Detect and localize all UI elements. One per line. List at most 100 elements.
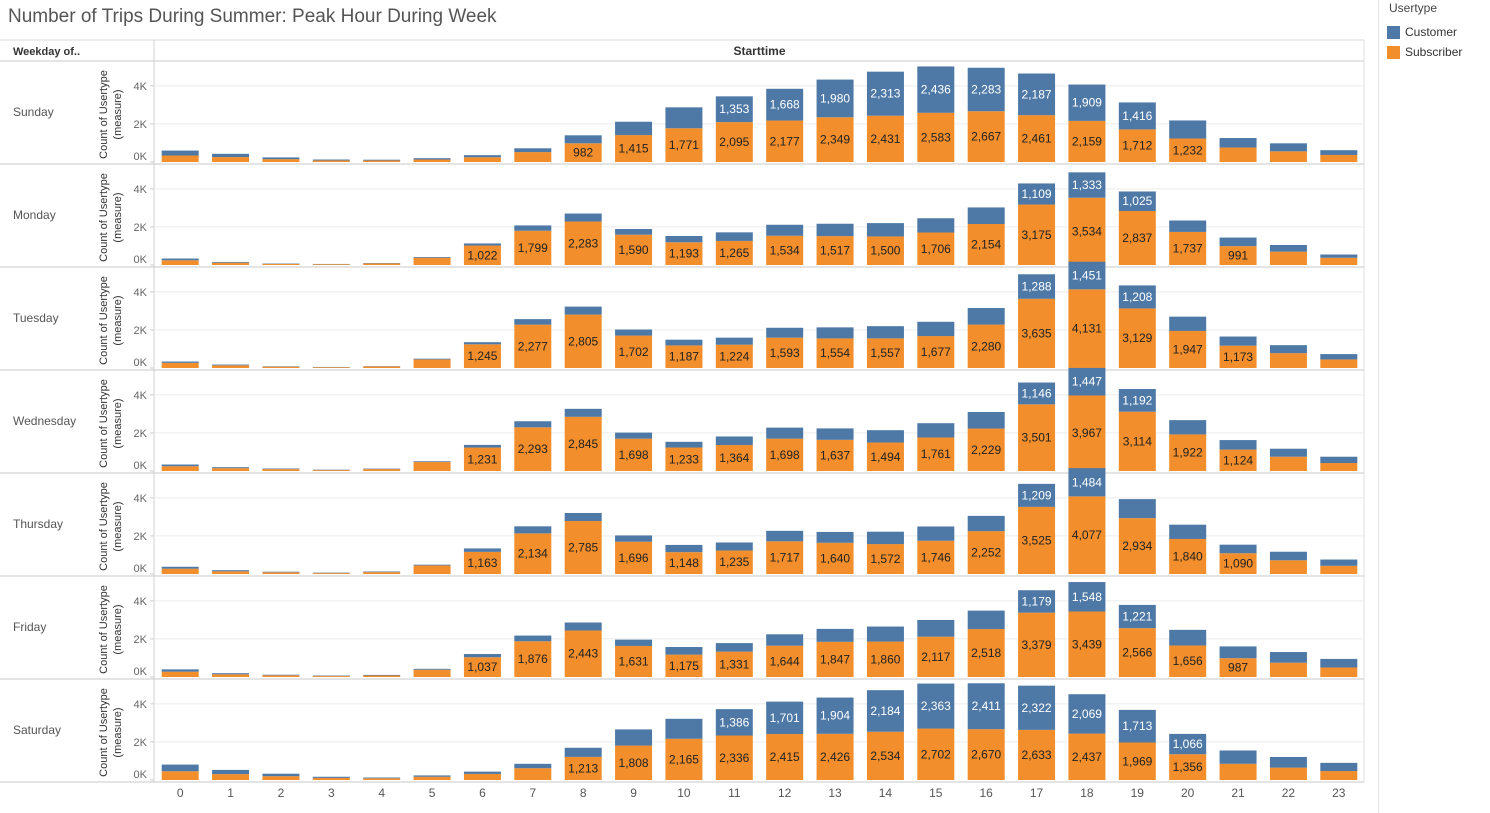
data-label-subscriber: 2,437 — [1072, 750, 1102, 764]
data-label-subscriber: 1,265 — [719, 246, 749, 260]
legend-swatch-customer — [1387, 26, 1400, 39]
data-label-subscriber: 1,022 — [467, 248, 497, 262]
bar-subscriber — [866, 338, 904, 368]
data-label-subscriber: 1,231 — [467, 452, 497, 466]
bar-customer — [1269, 756, 1307, 768]
bar-subscriber — [665, 654, 703, 677]
bar-customer — [212, 467, 250, 469]
y-axis-title-line: Count of Usertype — [98, 70, 110, 159]
x-tick-label: 11 — [728, 786, 741, 800]
day-label: Thursday — [13, 517, 63, 531]
bar-customer — [766, 701, 804, 735]
bar-subscriber — [917, 636, 955, 677]
bar-customer — [967, 411, 1005, 429]
bar-subscriber — [665, 345, 703, 368]
data-label-subscriber: 2,159 — [1072, 134, 1102, 148]
data-label-subscriber: 1,677 — [921, 345, 951, 359]
bar-subscriber — [715, 550, 753, 574]
data-label-subscriber: 3,525 — [1022, 533, 1052, 547]
bar-customer — [1118, 709, 1156, 743]
data-label-customer: 2,322 — [1022, 701, 1052, 715]
bar-subscriber — [866, 236, 904, 265]
bar-subscriber — [514, 641, 552, 677]
bar-subscriber — [715, 735, 753, 780]
data-label-subscriber: 1,808 — [619, 756, 649, 770]
data-label-subscriber: 987 — [1228, 661, 1248, 675]
data-label-subscriber: 1,706 — [921, 242, 951, 256]
bar-customer — [161, 764, 199, 772]
panel-sunday: Sunday Count of Usertype (measure) 0K 2K 4K 98… — [0, 66, 1364, 165]
bar-subscriber — [1068, 289, 1106, 368]
data-label-subscriber: 2,633 — [1022, 748, 1052, 762]
y-axis-title-line: Count of Usertype — [98, 585, 110, 674]
bar-subscriber — [1118, 518, 1156, 574]
bar-subscriber — [1219, 345, 1257, 368]
day-label: Saturday — [13, 723, 61, 737]
data-label-subscriber: 1,554 — [820, 346, 850, 360]
data-label-subscriber: 1,876 — [518, 652, 548, 666]
bar-subscriber — [1169, 538, 1207, 574]
data-label-subscriber: 1,037 — [467, 660, 497, 674]
bar-subscriber — [312, 367, 350, 368]
bar-subscriber — [866, 544, 904, 574]
bar-subscriber — [363, 469, 401, 471]
bar-customer — [262, 157, 300, 160]
bar-subscriber — [715, 240, 753, 265]
data-label-subscriber: 1,922 — [1173, 446, 1203, 460]
data-label-subscriber: 1,331 — [719, 657, 749, 671]
bar-customer — [161, 669, 199, 672]
y-axis-title-line: (measure) — [112, 398, 124, 448]
bar-customer — [564, 408, 602, 417]
bar-subscriber — [161, 466, 199, 471]
bar-subscriber — [1269, 353, 1307, 368]
bar-subscriber — [967, 428, 1005, 471]
data-label-subscriber: 1,746 — [921, 550, 951, 564]
bar-subscriber — [463, 344, 501, 368]
data-label-subscriber: 1,494 — [870, 450, 900, 464]
bar-customer — [1118, 285, 1156, 309]
bar-customer — [1269, 245, 1307, 252]
bar-subscriber — [413, 462, 451, 471]
data-label-subscriber: 1,175 — [669, 659, 699, 673]
x-tick-label: 9 — [630, 786, 637, 800]
bar-subscriber — [1018, 298, 1056, 368]
y-axis-title: Count of Usertype (measure) — [98, 276, 124, 365]
y-axis-title-line: (measure) — [112, 295, 124, 345]
bar-customer — [212, 570, 250, 572]
bar-customer — [816, 327, 854, 339]
x-tick-label: 17 — [1030, 786, 1044, 800]
bar-customer — [766, 427, 804, 439]
day-label: Friday — [13, 620, 46, 634]
bar-subscriber — [1269, 662, 1307, 677]
bar-subscriber — [564, 756, 602, 780]
bar-subscriber — [312, 777, 350, 780]
data-label-customer: 1,025 — [1122, 194, 1152, 208]
data-label-subscriber: 3,379 — [1022, 638, 1052, 652]
y-tick-label: 4K — [134, 184, 148, 196]
column-header: Starttime — [733, 44, 785, 58]
bar-subscriber — [665, 128, 703, 162]
bar-subscriber — [615, 541, 653, 574]
bar-customer — [514, 635, 552, 642]
data-label-subscriber: 2,934 — [1122, 539, 1152, 553]
bar-subscriber — [1118, 411, 1156, 471]
bar-subscriber — [363, 160, 401, 162]
x-tick-label: 16 — [980, 786, 994, 800]
bar-customer — [766, 88, 804, 121]
bar-subscriber — [463, 551, 501, 574]
bar-customer — [766, 530, 804, 542]
data-label-customer: 2,363 — [921, 699, 951, 713]
bar-subscriber — [463, 447, 501, 471]
bar-subscriber — [816, 338, 854, 368]
bar-subscriber — [463, 773, 501, 780]
data-label-subscriber: 2,095 — [719, 135, 749, 149]
bar-customer — [514, 526, 552, 534]
data-label-customer: 1,353 — [719, 102, 749, 116]
data-label-subscriber: 1,500 — [870, 244, 900, 258]
bar-subscriber — [967, 729, 1005, 780]
bar-subscriber — [564, 520, 602, 574]
bar-customer — [766, 327, 804, 338]
bar-customer — [1068, 367, 1106, 396]
data-label-subscriber: 1,557 — [870, 346, 900, 360]
bar-subscriber — [665, 552, 703, 574]
